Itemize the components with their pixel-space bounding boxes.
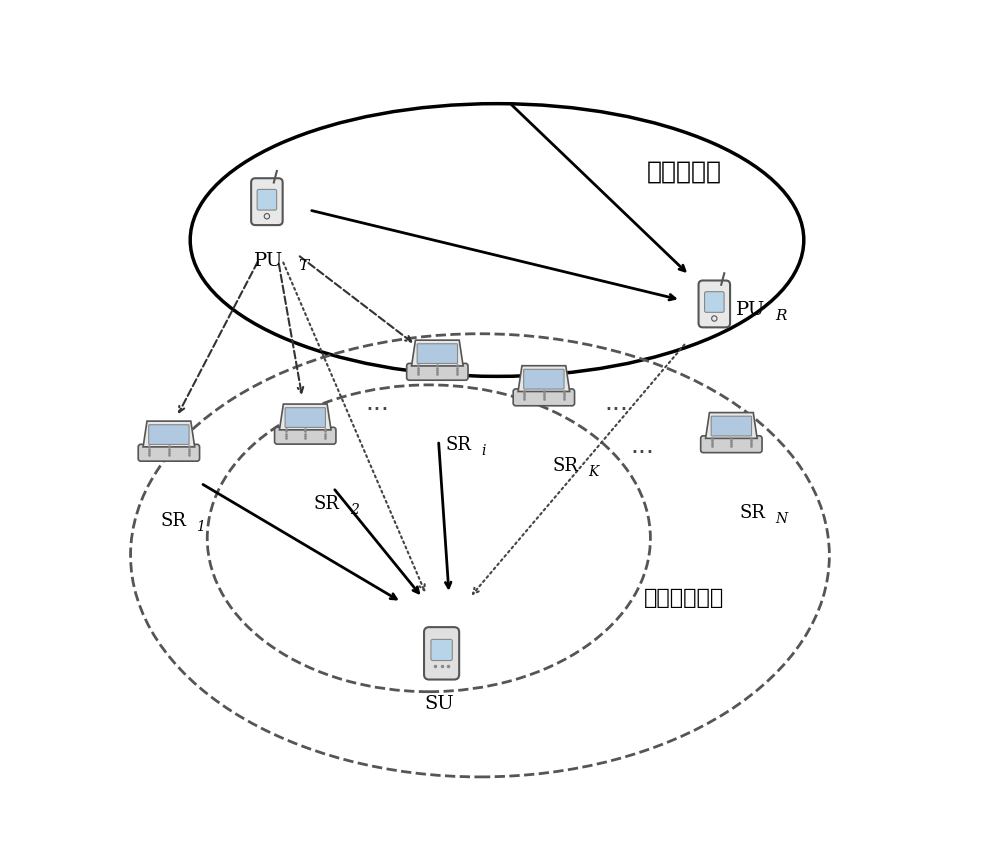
FancyBboxPatch shape bbox=[257, 190, 276, 210]
FancyBboxPatch shape bbox=[417, 344, 457, 363]
Text: PU: PU bbox=[254, 252, 283, 270]
Text: ···: ··· bbox=[604, 398, 628, 422]
Text: R: R bbox=[775, 309, 787, 323]
FancyBboxPatch shape bbox=[149, 425, 189, 445]
FancyBboxPatch shape bbox=[138, 445, 200, 461]
Text: SU: SU bbox=[424, 695, 454, 713]
Text: 2: 2 bbox=[350, 503, 359, 517]
Polygon shape bbox=[412, 340, 463, 366]
Polygon shape bbox=[279, 404, 331, 430]
Text: ···: ··· bbox=[630, 441, 654, 465]
Polygon shape bbox=[518, 366, 570, 392]
FancyBboxPatch shape bbox=[274, 428, 336, 444]
FancyBboxPatch shape bbox=[699, 280, 730, 327]
Text: 认知无线网络: 认知无线网络 bbox=[644, 588, 725, 608]
Text: i: i bbox=[482, 444, 486, 457]
Text: 主用户网络: 主用户网络 bbox=[647, 160, 722, 184]
Polygon shape bbox=[706, 413, 757, 439]
Text: K: K bbox=[588, 465, 598, 479]
Text: ···: ··· bbox=[366, 398, 390, 422]
FancyBboxPatch shape bbox=[513, 389, 575, 406]
FancyBboxPatch shape bbox=[251, 178, 282, 225]
FancyBboxPatch shape bbox=[711, 416, 751, 436]
Text: N: N bbox=[775, 511, 788, 526]
FancyBboxPatch shape bbox=[407, 363, 468, 380]
FancyBboxPatch shape bbox=[701, 436, 762, 452]
Text: SR: SR bbox=[314, 495, 340, 513]
FancyBboxPatch shape bbox=[524, 369, 564, 389]
Text: SR: SR bbox=[740, 504, 765, 522]
Polygon shape bbox=[143, 422, 195, 447]
Text: SR: SR bbox=[553, 457, 579, 475]
FancyBboxPatch shape bbox=[431, 640, 452, 661]
FancyBboxPatch shape bbox=[705, 292, 724, 312]
Text: 1: 1 bbox=[196, 520, 205, 534]
Text: SR: SR bbox=[160, 512, 186, 530]
Text: PU: PU bbox=[736, 301, 764, 319]
Text: T: T bbox=[298, 259, 308, 274]
Text: SR: SR bbox=[446, 435, 472, 453]
FancyBboxPatch shape bbox=[424, 627, 459, 680]
FancyBboxPatch shape bbox=[285, 408, 325, 428]
